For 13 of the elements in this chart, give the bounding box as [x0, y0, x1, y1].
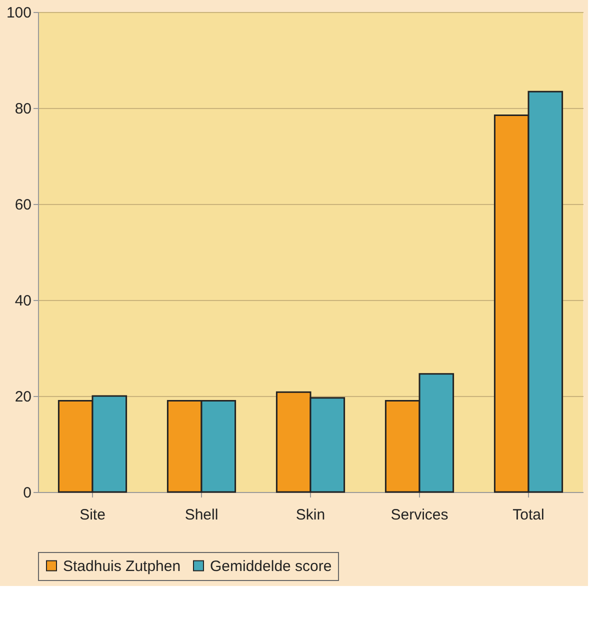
x-tick-label: Skin	[296, 506, 326, 524]
x-tick-label: Total	[512, 506, 544, 524]
legend-label: Gemiddelde score	[210, 558, 332, 575]
y-tick-label: 100	[6, 4, 32, 22]
x-tick-label: Site	[80, 506, 106, 524]
x-tick-label: Services	[390, 506, 448, 524]
legend-label: Stadhuis Zutphen	[63, 558, 181, 575]
x-tick-label: Shell	[184, 506, 218, 524]
y-tick-label: 0	[23, 484, 32, 502]
y-tick-label: 40	[14, 292, 32, 310]
y-tick-label: 60	[14, 196, 32, 214]
y-tick-label: 80	[14, 100, 32, 118]
y-tick-label: 20	[14, 388, 32, 406]
